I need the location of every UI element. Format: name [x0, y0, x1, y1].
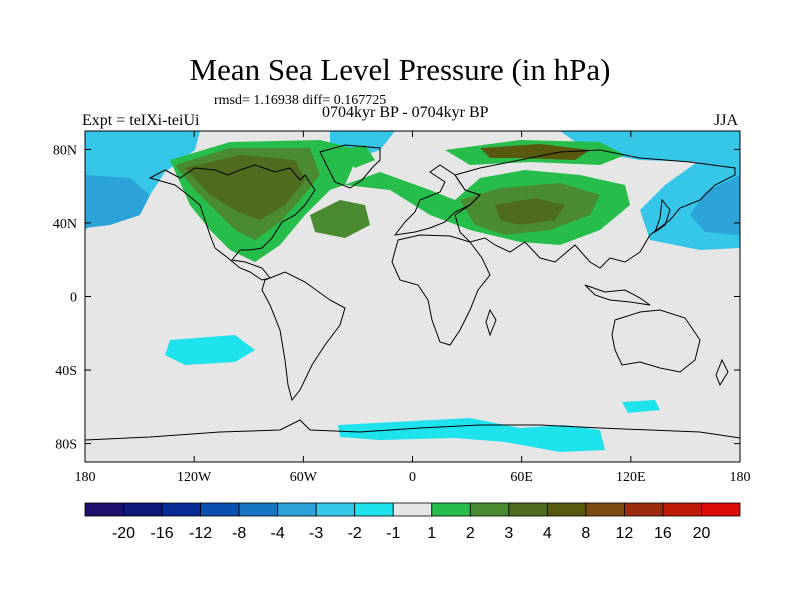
neg-anomaly-antarctic-small: [622, 400, 660, 413]
colorbar-swatch: [585, 502, 625, 517]
chart-title: Mean Sea Level Pressure (in hPa): [189, 52, 611, 87]
x-tick-label: 120W: [177, 470, 212, 485]
colorbar-swatch: [469, 502, 510, 517]
colorbar-label: 2: [466, 525, 475, 542]
colorbar-swatch: [161, 502, 201, 517]
colorbar-label: 3: [504, 525, 513, 542]
y-tick-label: 40S: [55, 364, 77, 379]
colorbar: -20 -16 -12 -8 -4 -3 -2 -1 1 2 3 4 8 12 16 20: [84, 502, 741, 542]
coast-indonesia: [584, 284, 651, 306]
colorbar-swatch: [392, 502, 433, 517]
colorbar-label: 4: [543, 525, 552, 542]
colorbar-label: -12: [189, 525, 212, 542]
pos-anomaly-greenland: [340, 145, 375, 168]
colorbar-swatch: [84, 502, 124, 517]
x-axis: 180 120W 60W 0 60E 120E 180: [75, 131, 751, 485]
experiment-label: Expt = teIXi-teiUi: [82, 112, 200, 129]
coast-new-zealand: [715, 358, 729, 387]
y-tick-label: 0: [70, 291, 77, 306]
x-tick-label: 120E: [616, 470, 646, 485]
y-tick-label: 40N: [53, 217, 77, 232]
neg-anomaly-antarctic: [338, 418, 605, 452]
coast-australia: [611, 309, 701, 373]
colorbar-swatch: [624, 502, 664, 517]
colorbar-label: 1: [427, 525, 436, 542]
colorbar-label: 16: [654, 525, 672, 542]
colorbar-swatch: [431, 502, 471, 517]
stats-line: rmsd= 1.16938 diff= 0.167725: [214, 93, 387, 108]
coast-greenland: [319, 144, 381, 189]
colorbar-swatch: [200, 502, 240, 517]
colorbar-swatch: [701, 502, 741, 517]
x-tick-label: 180: [75, 470, 96, 485]
coast-asia: [454, 149, 736, 269]
coast-africa: [391, 234, 491, 346]
colorbar-swatch: [315, 502, 356, 517]
neg-anomaly-east-asia-core: [690, 175, 740, 235]
colorbar-label: -4: [271, 525, 285, 542]
y-tick-label: 80N: [53, 143, 77, 158]
colorbar-swatch: [662, 502, 702, 517]
x-tick-label: 180: [730, 470, 751, 485]
pos-anomaly-atlantic-mid: [310, 200, 370, 238]
colorbar-swatch: [277, 502, 317, 517]
season-label: JJA: [714, 112, 739, 129]
x-tick-label: 0: [409, 470, 416, 485]
x-tick-label: 60W: [290, 470, 318, 485]
coast-north-america: [148, 164, 316, 281]
y-axis: 80N 40N 0 40S 80S: [53, 143, 740, 453]
colorbar-label: 8: [581, 525, 590, 542]
period-label: 0704kyr BP - 0704kyr BP: [322, 104, 489, 121]
colorbar-swatch: [546, 502, 587, 517]
colorbar-swatch: [508, 502, 548, 517]
neg-anomaly-south-pacific: [165, 335, 255, 365]
coast-antarctica: [85, 419, 740, 441]
map-field: [85, 131, 740, 462]
colorbar-label: 20: [693, 525, 711, 542]
coast-south-america: [261, 271, 346, 402]
colorbar-label: -20: [112, 525, 135, 542]
x-tick-label: 60E: [510, 470, 533, 485]
coast-japan: [654, 198, 671, 234]
y-tick-label: 80S: [55, 438, 77, 453]
coast-madagascar: [485, 308, 497, 337]
colorbar-label: -3: [309, 525, 323, 542]
colorbar-label: -8: [232, 525, 246, 542]
colorbar-label: -1: [386, 525, 400, 542]
colorbar-swatch: [354, 502, 394, 517]
colorbar-swatch: [123, 502, 163, 517]
coastlines: [85, 144, 740, 441]
pos-anomaly-eurasia-core: [495, 198, 565, 225]
pos-anomaly-north-america-core: [185, 155, 305, 220]
pos-anomaly-siberia-core: [480, 144, 590, 160]
colorbar-label: 12: [616, 525, 634, 542]
colorbar-label: -2: [348, 525, 362, 542]
colorbar-swatch: [238, 502, 279, 517]
neg-anomaly-pacific-north-core: [85, 175, 150, 228]
colorbar-label: -16: [150, 525, 173, 542]
